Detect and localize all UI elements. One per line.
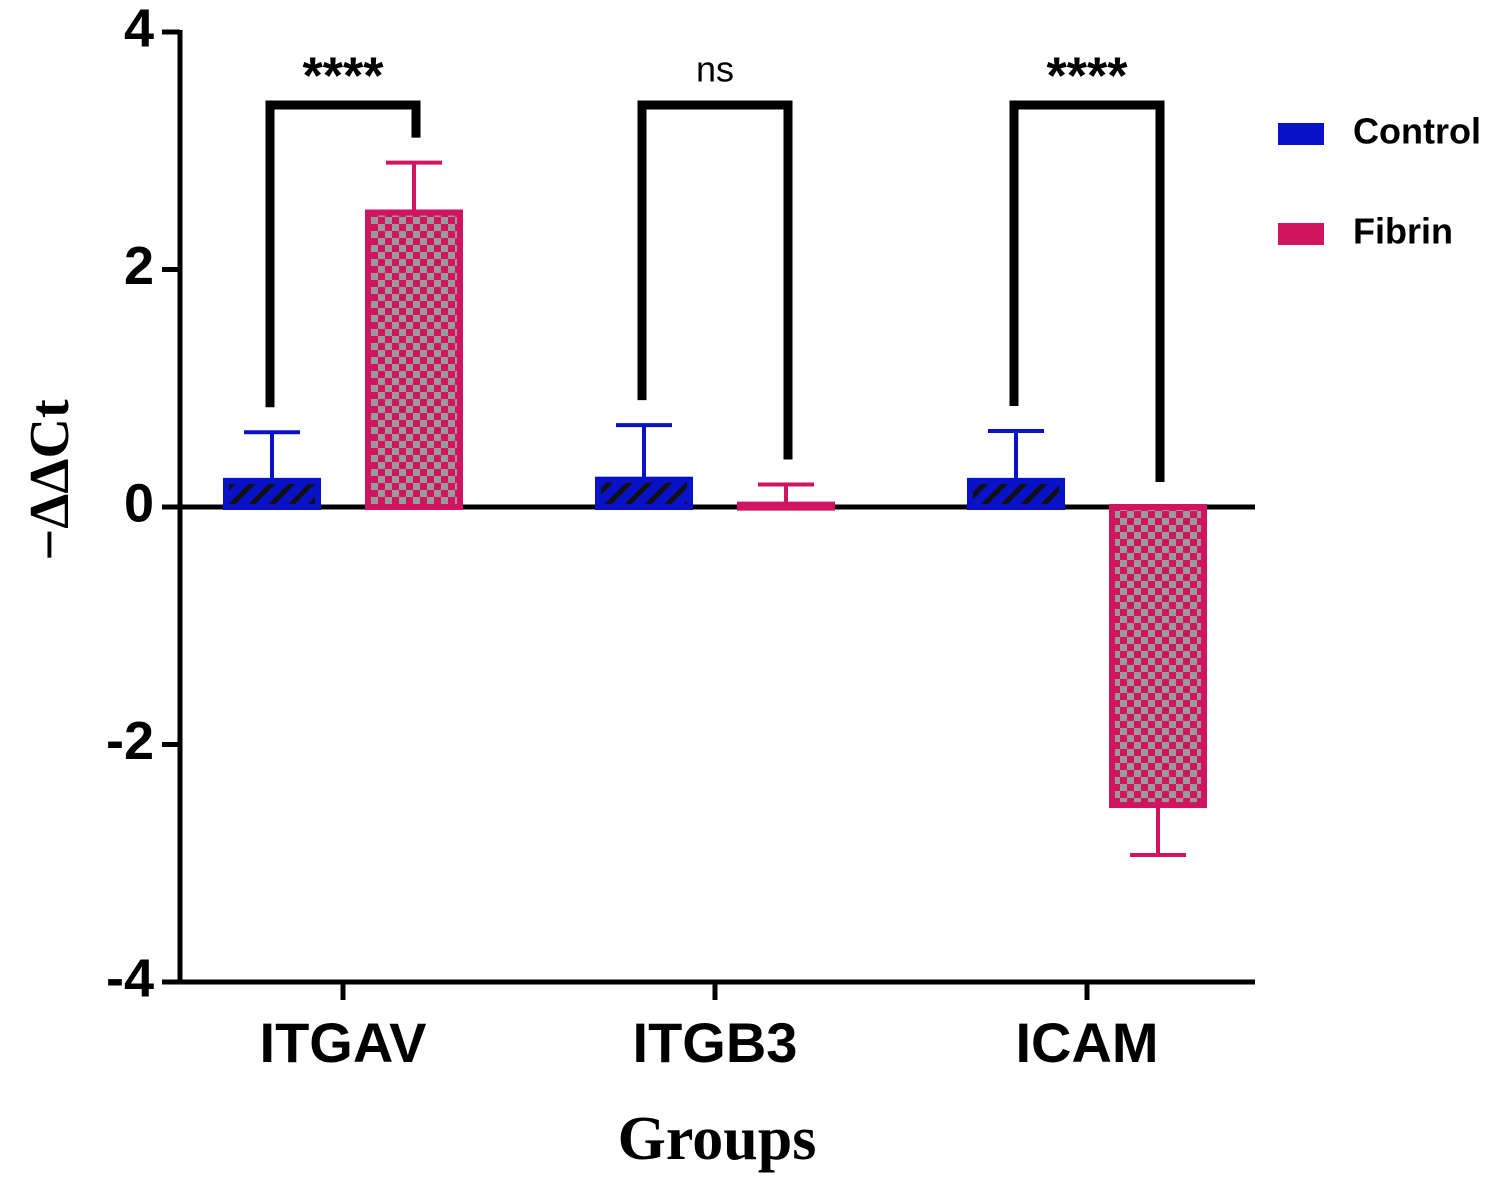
bar [737,501,835,511]
bar [223,477,321,510]
y-axis-label: −ΔΔCt [19,399,81,561]
y-tick-label: 4 [124,0,154,58]
y-tick-label: 0 [124,473,154,533]
y-tick-label: -4 [106,948,154,1008]
legend-swatch [1278,123,1324,145]
legend-label: Fibrin [1353,211,1453,252]
significance-bracket [265,100,421,408]
y-tick-label: 2 [124,236,154,296]
legend-swatch [1278,223,1324,245]
significance-bracket [637,100,793,460]
bar [967,477,1065,510]
significance-label: **** [303,48,385,106]
x-tick-label: ICAM [1015,1011,1158,1074]
significance-bracket [1009,100,1165,482]
bar [595,476,693,510]
bar [1109,504,1207,809]
x-tick-label: ITGB3 [633,1011,798,1074]
y-tick-label: -2 [106,711,154,771]
significance-label: **** [1047,48,1129,106]
x-tick-label: ITGAV [260,1011,427,1074]
x-axis-label: Groups [618,1105,817,1173]
legend-label: Control [1353,111,1481,152]
bar [365,209,463,510]
significance-label: ns [696,49,734,90]
